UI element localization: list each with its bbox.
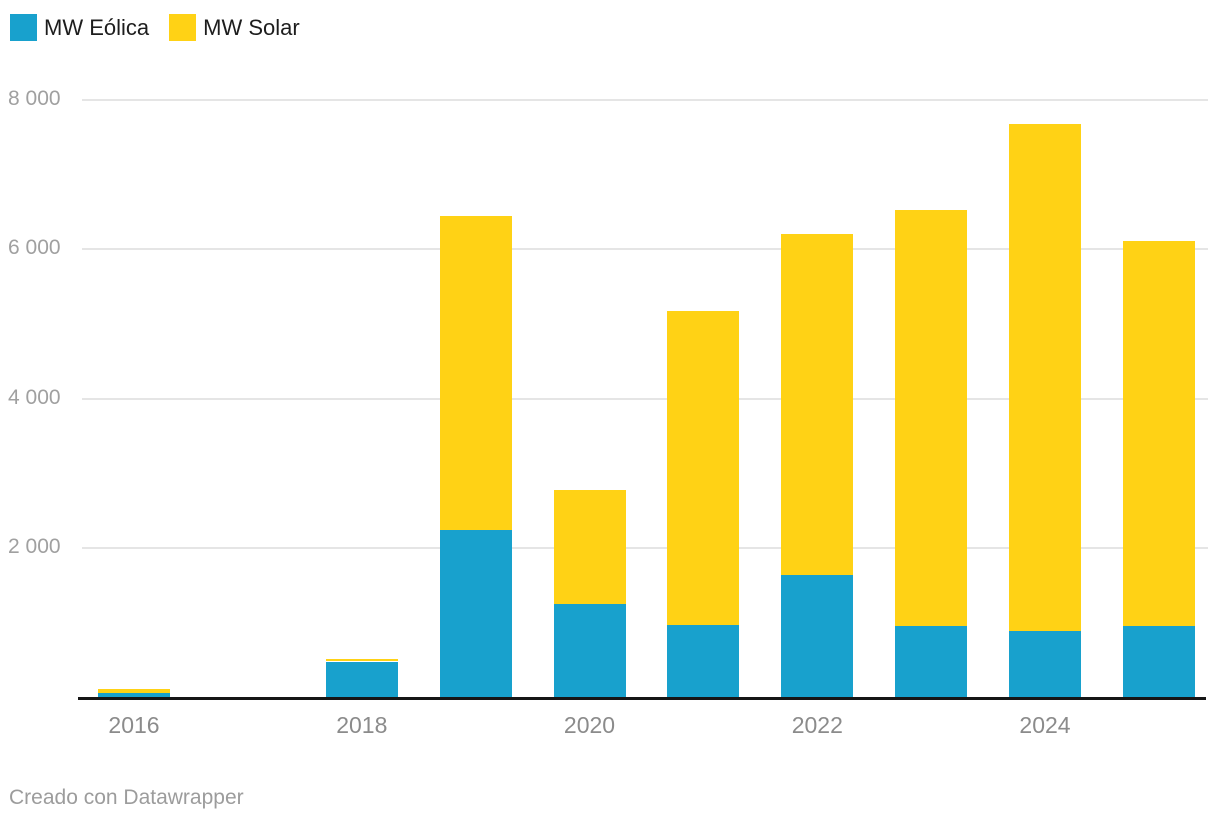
bar-eolica-2020[interactable] xyxy=(553,603,626,697)
bar-eolica-2025[interactable] xyxy=(1122,626,1195,697)
bar-eolica-2016[interactable] xyxy=(98,693,170,697)
y-axis-tick-label: 2 000 xyxy=(8,534,61,558)
bar-solar-2022[interactable] xyxy=(781,234,854,575)
legend-item-solar: MW Solar xyxy=(169,14,300,41)
legend-item-eolica: MW Eólica xyxy=(10,14,149,41)
y-axis-tick-label: 4 000 xyxy=(8,385,61,409)
gridline xyxy=(82,248,1208,251)
bar-solar-2016[interactable] xyxy=(98,688,170,694)
bar-eolica-2024[interactable] xyxy=(1009,631,1081,697)
x-axis-tick-label: 2016 xyxy=(108,712,160,738)
bar-eolica-2022[interactable] xyxy=(781,574,854,697)
bar-eolica-2019[interactable] xyxy=(439,529,512,697)
gridline xyxy=(82,546,1208,549)
bar-solar-2018[interactable] xyxy=(325,658,398,662)
x-axis-tick-label: 2022 xyxy=(791,712,843,738)
y-axis-tick-label: 8 000 xyxy=(8,87,61,110)
bar-solar-2024[interactable] xyxy=(1009,123,1081,632)
y-axis-tick-label: 6 000 xyxy=(8,236,61,260)
legend-swatch-eolica xyxy=(10,14,37,41)
bar-solar-2025[interactable] xyxy=(1122,241,1195,627)
bar-solar-2020[interactable] xyxy=(553,489,626,604)
bar-solar-2019[interactable] xyxy=(439,215,512,530)
bar-eolica-2021[interactable] xyxy=(667,624,740,697)
bar-eolica-2018[interactable] xyxy=(325,661,398,697)
bar-solar-2021[interactable] xyxy=(667,311,740,625)
legend-swatch-solar xyxy=(169,14,197,41)
x-axis-tick-label: 2024 xyxy=(1019,712,1071,738)
x-axis-line xyxy=(78,696,1206,700)
chart-legend: MW Eólica MW Solar xyxy=(10,14,300,41)
x-axis-tick-label: 2018 xyxy=(336,712,388,738)
legend-label-eolica: MW Eólica xyxy=(44,15,150,40)
bar-solar-2023[interactable] xyxy=(895,209,968,627)
x-axis-tick-label: 2020 xyxy=(563,712,616,738)
bar-eolica-2023[interactable] xyxy=(895,626,968,697)
legend-label-solar: MW Solar xyxy=(203,15,300,40)
gridline xyxy=(82,99,1208,101)
datawrapper-credit-link[interactable]: Creado con Datawrapper xyxy=(9,786,244,809)
gridline xyxy=(82,397,1208,400)
